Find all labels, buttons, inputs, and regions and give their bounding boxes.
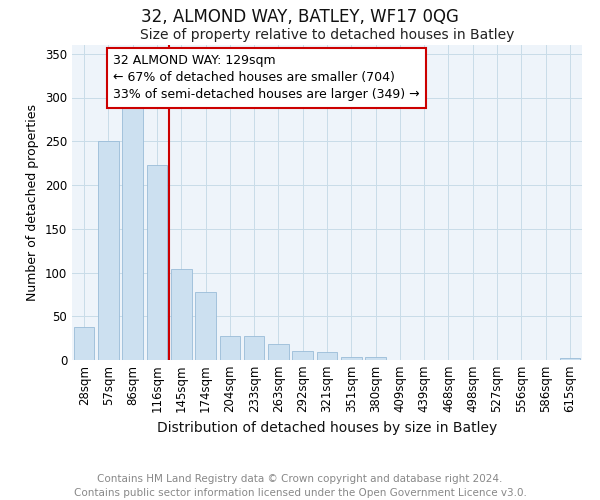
Bar xyxy=(171,269,191,360)
Bar xyxy=(365,358,386,360)
Bar xyxy=(244,336,265,360)
Bar xyxy=(195,292,216,360)
Bar xyxy=(292,351,313,360)
Bar xyxy=(268,344,289,360)
Text: 32 ALMOND WAY: 129sqm
← 67% of detached houses are smaller (704)
33% of semi-det: 32 ALMOND WAY: 129sqm ← 67% of detached … xyxy=(113,54,419,102)
Bar xyxy=(317,352,337,360)
Bar xyxy=(146,165,167,360)
Text: Contains HM Land Registry data © Crown copyright and database right 2024.
Contai: Contains HM Land Registry data © Crown c… xyxy=(74,474,526,498)
Bar xyxy=(122,106,143,360)
Bar xyxy=(560,358,580,360)
Bar xyxy=(98,141,119,360)
Bar xyxy=(341,356,362,360)
Bar xyxy=(74,327,94,360)
X-axis label: Distribution of detached houses by size in Batley: Distribution of detached houses by size … xyxy=(157,421,497,435)
Bar xyxy=(220,336,240,360)
Title: Size of property relative to detached houses in Batley: Size of property relative to detached ho… xyxy=(140,28,514,42)
Text: 32, ALMOND WAY, BATLEY, WF17 0QG: 32, ALMOND WAY, BATLEY, WF17 0QG xyxy=(141,8,459,26)
Y-axis label: Number of detached properties: Number of detached properties xyxy=(26,104,40,301)
